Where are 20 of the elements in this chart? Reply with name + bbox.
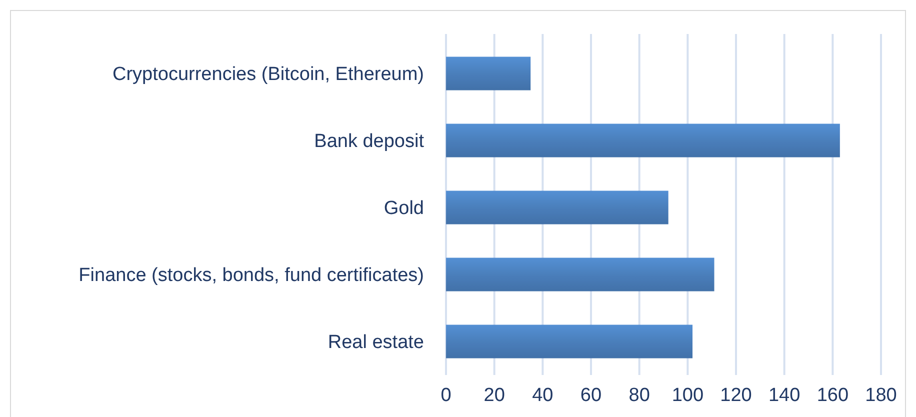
x-tick-label: 100 xyxy=(672,385,704,406)
bar xyxy=(446,56,531,90)
y-tick-label: Real estate xyxy=(328,332,424,354)
x-tick-label: 160 xyxy=(816,385,849,406)
y-tick-label: Finance (stocks, bonds, fund certificates) xyxy=(78,265,424,286)
bar xyxy=(446,258,714,292)
x-tick-label: 0 xyxy=(440,385,452,406)
x-tick-label: 180 xyxy=(865,385,897,406)
bar xyxy=(446,124,840,158)
bar xyxy=(446,190,668,224)
x-tick-label: 20 xyxy=(484,385,505,406)
x-tick-label: 140 xyxy=(768,385,800,406)
x-tick-label: 40 xyxy=(532,385,554,406)
x-tick-label: 80 xyxy=(628,385,650,406)
y-tick-label: Gold xyxy=(384,198,424,220)
y-tick-label: Cryptocurrencies (Bitcoin, Ethereum) xyxy=(112,64,424,86)
bar xyxy=(446,324,692,358)
x-tick-label: 120 xyxy=(720,385,752,406)
y-tick-label: Bank deposit xyxy=(314,131,425,152)
x-tick-label: 60 xyxy=(580,385,602,406)
